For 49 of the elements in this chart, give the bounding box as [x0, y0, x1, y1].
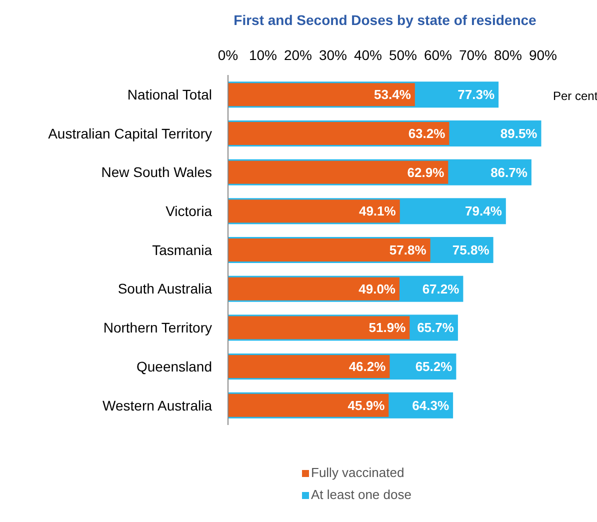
data-label: 67.2%: [422, 281, 460, 296]
data-label: 46.2%: [348, 359, 386, 374]
x-tick-label: 0%: [218, 47, 238, 63]
legend-label: At least one dose: [311, 487, 412, 502]
x-tick-label: 20%: [284, 47, 312, 63]
data-label: 63.2%: [408, 126, 446, 142]
data-label: 62.9%: [407, 164, 445, 180]
y-tick-label: Australian Capital Territory: [48, 125, 212, 142]
bar: [228, 316, 410, 340]
data-label: 53.4%: [374, 87, 412, 102]
y-tick-label: South Australia: [118, 280, 212, 297]
x-tick-label: 40%: [354, 47, 382, 63]
legend-label: Fully vaccinated: [311, 465, 404, 480]
bar: [228, 355, 390, 378]
data-label: 79.4%: [465, 204, 502, 219]
data-label: 49.0%: [358, 281, 396, 296]
y-tick-label: New South Wales: [101, 164, 212, 180]
data-label: 77.3%: [458, 87, 495, 102]
data-label: 45.9%: [348, 398, 386, 413]
data-label: 89.5%: [500, 126, 538, 142]
bar: [228, 200, 400, 223]
y-tick-label: Queensland: [136, 358, 212, 374]
bar: [228, 160, 448, 184]
data-label: 65.7%: [417, 320, 454, 336]
bar: [228, 238, 430, 262]
data-label: 64.3%: [412, 398, 450, 413]
x-tick-label: 80%: [494, 47, 522, 63]
x-tick-label: 70%: [458, 47, 488, 63]
data-label: 65.2%: [415, 359, 453, 374]
bar: [228, 122, 450, 145]
bar: [228, 277, 400, 300]
x-tick-label: 10%: [248, 47, 278, 63]
x-tick-label: 90%: [528, 47, 558, 63]
x-tick-label: 50%: [388, 47, 418, 63]
y-tick-label: Northern Territory: [103, 320, 212, 336]
bar: [228, 83, 415, 106]
bar: [228, 394, 389, 417]
data-label: 49.1%: [358, 204, 396, 219]
data-label: 75.8%: [452, 242, 490, 258]
y-tick-label: Western Australia: [102, 397, 212, 414]
y-tick-label: National Total: [127, 86, 212, 103]
data-label: 51.9%: [368, 320, 406, 336]
y-tick-label: Tasmania: [152, 242, 212, 258]
data-label: 57.8%: [389, 242, 427, 258]
x-tick-label: 60%: [424, 47, 452, 63]
y-tick-label: Victoria: [166, 203, 212, 220]
data-label: 86.7%: [490, 164, 528, 180]
chart-title: First and Second Doses by state of residence: [234, 12, 537, 28]
x-tick-label: 30%: [318, 47, 348, 63]
